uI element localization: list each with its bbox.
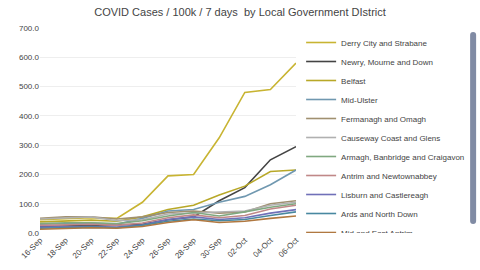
svg-text:20-Sep: 20-Sep <box>71 235 96 260</box>
svg-text:18-Sep: 18-Sep <box>45 235 70 260</box>
svg-text:Causeway Coast and Glens: Causeway Coast and Glens <box>341 134 440 143</box>
svg-text:04-Oct: 04-Oct <box>251 235 275 259</box>
svg-text:600.0: 600.0 <box>19 53 40 62</box>
svg-text:COVID Cases / 100k / 7 days b: COVID Cases / 100k / 7 days by Local Gov… <box>94 6 386 18</box>
svg-text:300.0: 300.0 <box>19 141 40 150</box>
svg-text:06-Oct: 06-Oct <box>277 235 301 259</box>
svg-text:Belfast: Belfast <box>341 77 366 86</box>
svg-text:30-Sep: 30-Sep <box>199 235 224 260</box>
svg-text:24-Sep: 24-Sep <box>122 235 147 260</box>
svg-text:Mid and East Antrim: Mid and East Antrim <box>341 229 413 233</box>
svg-text:Armagh, Banbridge and Craigavo: Armagh, Banbridge and Craigavon <box>341 153 464 162</box>
svg-text:02-Oct: 02-Oct <box>226 235 250 259</box>
svg-text:28-Sep: 28-Sep <box>173 235 198 260</box>
svg-text:16-Sep: 16-Sep <box>20 235 45 260</box>
svg-text:26-Sep: 26-Sep <box>148 235 173 260</box>
svg-text:22-Sep: 22-Sep <box>96 235 121 260</box>
svg-text:Antrim and Newtownabbey: Antrim and Newtownabbey <box>341 172 437 181</box>
svg-text:500.0: 500.0 <box>19 82 40 91</box>
svg-text:200.0: 200.0 <box>19 170 40 179</box>
svg-text:Fermanagh and Omagh: Fermanagh and Omagh <box>341 115 426 124</box>
svg-text:Ards and North Down: Ards and North Down <box>341 210 417 219</box>
svg-text:Newry, Mourne and Down: Newry, Mourne and Down <box>341 58 433 67</box>
svg-text:Derry City and Strabane: Derry City and Strabane <box>341 39 427 48</box>
svg-text:100.0: 100.0 <box>19 200 40 209</box>
svg-text:400.0: 400.0 <box>19 112 40 121</box>
svg-text:0.0: 0.0 <box>28 229 40 238</box>
svg-text:Lisburn and Castlereagh: Lisburn and Castlereagh <box>341 191 428 200</box>
svg-text:700.0: 700.0 <box>19 24 40 33</box>
svg-text:Mid-Ulster: Mid-Ulster <box>341 96 378 105</box>
